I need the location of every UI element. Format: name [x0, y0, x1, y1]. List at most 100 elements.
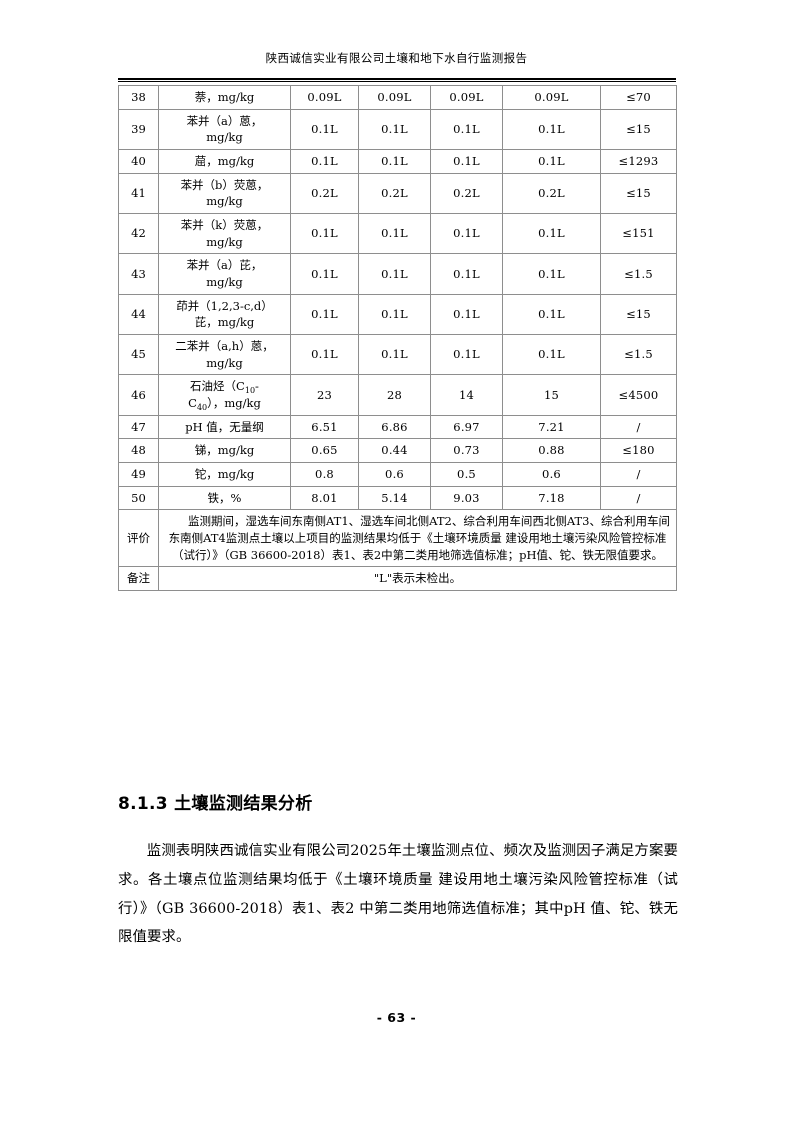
parameter-name: 二苯并（a,h）蒽， mg/kg — [158, 334, 291, 376]
value-cell-at4: 0.88 — [502, 438, 601, 464]
value-cell-at2: 0.09L — [358, 85, 431, 110]
value-cell-at1: 8.01 — [290, 485, 359, 511]
value-cell-at1: 0.09L — [290, 85, 359, 110]
section-paragraph: 监测表明陕西诚信实业有限公司2025年土壤监测点位、频次及监测因子满足方案要求。… — [118, 843, 678, 946]
standard-limit-cell: / — [600, 414, 677, 440]
value-cell-at2: 0.1L — [358, 149, 431, 174]
evaluation-row: 评价 监测期间，湿选车间东南侧AT1、湿选车间北侧AT2、综合利用车间西北侧AT3… — [118, 509, 677, 568]
value-cell-at1: 6.51 — [290, 414, 359, 440]
standard-limit-cell: ≤180 — [600, 438, 677, 464]
table-row: 45 二苯并（a,h）蒽， mg/kg 0.1L 0.1L 0.1L 0.1L ≤1.5 — [118, 334, 677, 376]
value-cell-at3: 0.1L — [430, 213, 503, 255]
value-cell-at1: 0.1L — [290, 108, 359, 151]
table-row: 43 苯并（a）芘， mg/kg 0.1L 0.1L 0.1L 0.1L ≤1.5 — [118, 253, 677, 295]
standard-limit-cell: ≤1.5 — [600, 334, 677, 376]
standard-limit-cell: ≤15 — [600, 293, 677, 336]
value-cell-at3: 0.1L — [430, 253, 503, 295]
value-cell-at2: 0.1L — [358, 213, 431, 255]
standard-limit-cell: / — [600, 485, 677, 511]
row-index: 48 — [118, 438, 159, 464]
parameter-name: 铁，% — [158, 485, 291, 511]
value-cell-at3: 0.1L — [430, 334, 503, 376]
table-row: 40 䓛，mg/kg 0.1L 0.1L 0.1L 0.1L ≤1293 — [118, 149, 677, 174]
standard-limit-cell: ≤1293 — [600, 149, 677, 174]
row-index: 49 — [118, 462, 159, 487]
value-cell-at1: 0.1L — [290, 334, 359, 376]
standard-limit-cell: ≤15 — [600, 108, 677, 151]
table-row: 44 茚并（1,2,3-c,d） 芘，mg/kg 0.1L 0.1L 0.1L 0.1L ≤1… — [118, 293, 677, 336]
row-index: 50 — [118, 485, 159, 511]
value-cell-at2: 0.1L — [358, 334, 431, 376]
value-cell-at1: 0.1L — [290, 253, 359, 295]
value-cell-at4: 0.1L — [502, 334, 601, 376]
table-row: 38 萘，mg/kg 0.09L 0.09L 0.09L 0.09L ≤70 — [118, 85, 677, 110]
section-heading: 8.1.3 土壤监测结果分析 — [118, 794, 313, 814]
table-row: 39 苯并（a）蒽， mg/kg 0.1L 0.1L 0.1L 0.1L ≤15 — [118, 108, 677, 151]
row-index: 45 — [118, 334, 159, 376]
standard-limit-cell: ≤4500 — [600, 374, 677, 416]
header-rule — [118, 78, 676, 83]
table-row: 48 锑，mg/kg 0.65 0.44 0.73 0.88 ≤180 — [118, 438, 677, 464]
value-cell-at4: 0.09L — [502, 85, 601, 110]
value-cell-at4: 0.1L — [502, 149, 601, 174]
evaluation-text-body: 监测期间，湿选车间东南侧AT1、湿选车间北侧AT2、综合利用车间西北侧AT3、综… — [168, 514, 670, 562]
row-index: 41 — [118, 172, 159, 215]
value-cell-at2: 0.1L — [358, 253, 431, 295]
value-cell-at2: 5.14 — [358, 485, 431, 511]
parameter-name: 苯并（k）荧蒽， mg/kg — [158, 213, 291, 255]
table-row: 46 石油烃（C10- C40），mg/kg 23 28 14 15 ≤4500 — [118, 374, 677, 416]
parameter-name: 苯并（a）芘， mg/kg — [158, 253, 291, 295]
row-index: 38 — [118, 85, 159, 110]
soil-monitoring-results-table: 38 萘，mg/kg 0.09L 0.09L 0.09L 0.09L ≤70 39 苯并（a）蒽… — [118, 85, 677, 592]
value-cell-at4: 7.18 — [502, 485, 601, 511]
value-cell-at3: 0.1L — [430, 108, 503, 151]
value-cell-at3: 0.73 — [430, 438, 503, 464]
parameter-name: 苯并（a）蒽， mg/kg — [158, 108, 291, 151]
value-cell-at4: 0.1L — [502, 213, 601, 255]
value-cell-at2: 0.1L — [358, 293, 431, 336]
parameter-name: pH 值，无量纲 — [158, 414, 291, 440]
value-cell-at2: 0.6 — [358, 462, 431, 487]
row-index: 44 — [118, 293, 159, 336]
parameter-name: 锑，mg/kg — [158, 438, 291, 464]
table-row: 41 苯并（b）荧蒽， mg/kg 0.2L 0.2L 0.2L 0.2L ≤15 — [118, 172, 677, 215]
value-cell-at3: 0.1L — [430, 149, 503, 174]
row-index: 39 — [118, 108, 159, 151]
value-cell-at4: 0.1L — [502, 293, 601, 336]
standard-limit-cell: / — [600, 462, 677, 487]
value-cell-at4: 15 — [502, 374, 601, 416]
table-row: 47 pH 值，无量纲 6.51 6.86 6.97 7.21/ — [118, 414, 677, 440]
value-cell-at2: 0.1L — [358, 108, 431, 151]
value-cell-at1: 0.1L — [290, 213, 359, 255]
value-cell-at4: 0.2L — [502, 172, 601, 215]
row-index: 43 — [118, 253, 159, 295]
remark-text: "L"表示未检出。 — [158, 566, 677, 592]
value-cell-at3: 0.09L — [430, 85, 503, 110]
standard-limit-cell: ≤151 — [600, 213, 677, 255]
value-cell-at3: 0.2L — [430, 172, 503, 215]
value-cell-at3: 14 — [430, 374, 503, 416]
row-index: 47 — [118, 414, 159, 440]
standard-limit-cell: ≤15 — [600, 172, 677, 215]
parameter-name: 石油烃（C10- C40），mg/kg — [158, 374, 291, 416]
value-cell-at3: 9.03 — [430, 485, 503, 511]
parameter-name: 茚并（1,2,3-c,d） 芘，mg/kg — [158, 293, 291, 336]
table-row: 42 苯并（k）荧蒽， mg/kg 0.1L 0.1L 0.1L 0.1L ≤151 — [118, 213, 677, 255]
table-row: 49 铊，mg/kg 0.8 0.6 0.5 0.6/ — [118, 462, 677, 487]
value-cell-at2: 0.2L — [358, 172, 431, 215]
running-header: 陕西诚信实业有限公司土壤和地下水自行监测报告 — [265, 51, 528, 65]
parameter-name: 萘，mg/kg — [158, 85, 291, 110]
standard-limit-cell: ≤1.5 — [600, 253, 677, 295]
table-row: 50 铁，% 8.01 5.14 9.03 7.18/ — [118, 485, 677, 511]
value-cell-at1: 0.2L — [290, 172, 359, 215]
table-body: 38 萘，mg/kg 0.09L 0.09L 0.09L 0.09L ≤70 39 苯并（a）蒽… — [118, 85, 677, 592]
value-cell-at4: 7.21 — [502, 414, 601, 440]
standard-limit-cell: ≤70 — [600, 85, 677, 110]
value-cell-at1: 0.65 — [290, 438, 359, 464]
remark-row: 备注 "L"表示未检出。 — [118, 566, 677, 592]
evaluation-label: 评价 — [118, 509, 159, 568]
row-index: 40 — [118, 149, 159, 174]
row-index: 46 — [118, 374, 159, 416]
evaluation-text: 监测期间，湿选车间东南侧AT1、湿选车间北侧AT2、综合利用车间西北侧AT3、综… — [158, 509, 677, 568]
